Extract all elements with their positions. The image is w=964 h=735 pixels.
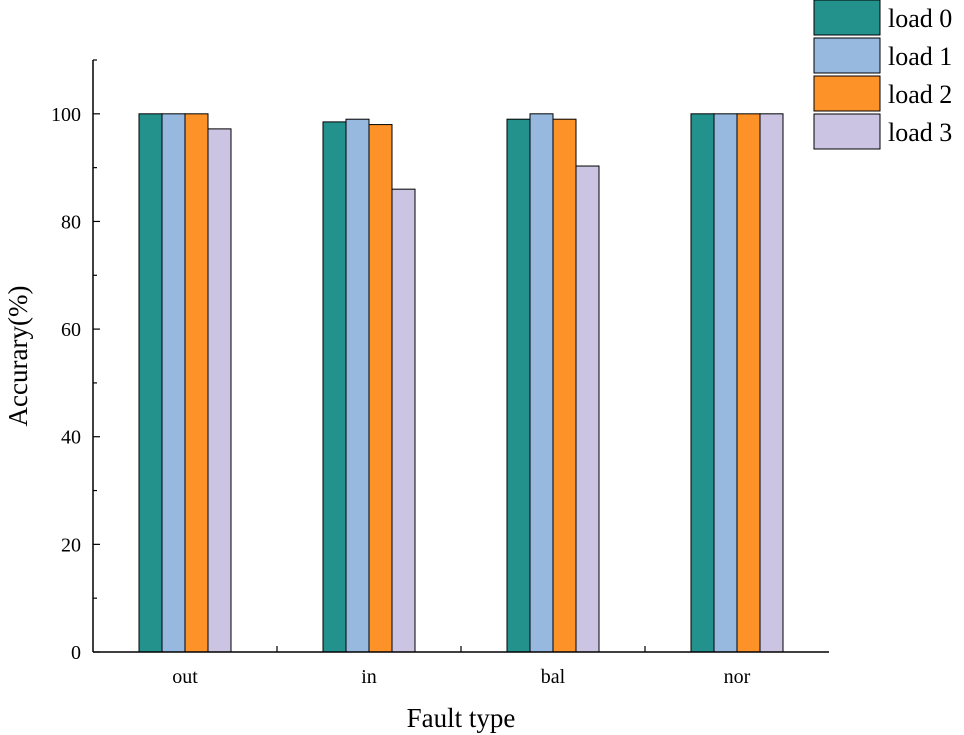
bar-bal-load0 [506,118,531,653]
bar-out-load3 [207,128,232,653]
bar-bal-load3 [575,165,600,653]
legend-swatch [813,75,881,112]
legend-swatch [813,113,881,150]
bar-out-load0 [138,113,163,653]
legend-swatch [813,0,881,36]
legend-swatch [813,37,881,74]
x-tick-label: out [172,666,198,688]
ticks-layer: 0 20 40 60 80 100 out in bal nor [51,59,751,688]
x-axis-title: Fault type [407,703,516,733]
bar-in-load3 [391,188,416,653]
bar-out-load1 [161,113,186,653]
bar-in-load0 [322,121,347,653]
legend-label: load 0 [888,4,952,33]
legend: load 0 load 1 load 2 load 3 [813,0,952,150]
y-axis-title: Accurary(%) [3,286,33,427]
bar-in-load1 [345,118,370,653]
x-tick-label: nor [724,666,751,688]
bar-bal-load2 [552,118,577,653]
legend-label: load 1 [888,42,952,71]
bars-layer [138,113,784,653]
bar-nor-load2 [736,113,761,653]
bar-in-load2 [368,124,393,653]
bar-nor-load1 [713,113,738,653]
bar-nor-load0 [690,113,715,653]
y-tick-label: 100 [51,104,81,126]
legend-label: load 2 [888,80,952,109]
bar-nor-load3 [759,113,784,653]
x-tick-label: in [361,666,377,688]
legend-label: load 3 [888,118,952,147]
y-tick-label: 0 [71,642,81,664]
x-tick-label: bal [541,666,566,688]
y-tick-label: 60 [61,319,81,341]
bar-bal-load1 [529,113,554,653]
y-tick-label: 80 [61,211,81,233]
y-tick-label: 40 [61,427,81,449]
y-tick-label: 20 [61,534,81,556]
bar-out-load2 [184,113,209,653]
